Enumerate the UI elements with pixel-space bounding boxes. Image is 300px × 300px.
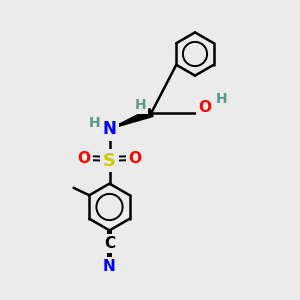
Text: C: C (104, 236, 115, 251)
Polygon shape (110, 109, 153, 129)
Text: S: S (103, 152, 116, 169)
Text: N: N (103, 259, 116, 274)
Text: H: H (134, 98, 146, 112)
Text: O: O (77, 151, 91, 166)
Text: O: O (128, 151, 142, 166)
Text: N: N (103, 120, 116, 138)
Text: H: H (89, 116, 100, 130)
Text: O: O (198, 100, 212, 115)
Text: H: H (216, 92, 228, 106)
